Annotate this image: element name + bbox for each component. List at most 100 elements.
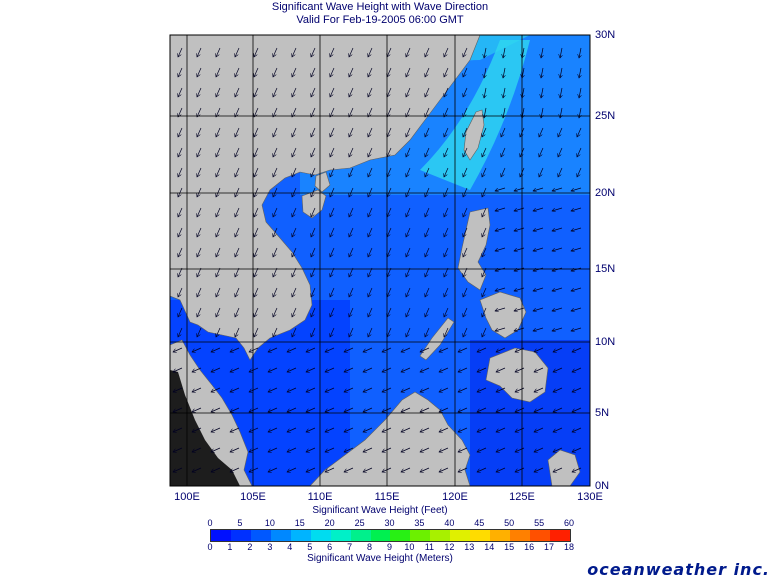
- wave-arrow: [325, 387, 335, 392]
- wave-arrow: [254, 227, 259, 237]
- wave-arrow: [401, 447, 411, 452]
- wave-arrow: [387, 287, 392, 297]
- wave-arrow: [311, 327, 316, 337]
- wave-arrow: [178, 327, 183, 337]
- wave-arrow: [495, 267, 506, 271]
- wave-arrow: [368, 287, 373, 297]
- lon-label: 105E: [240, 491, 266, 503]
- wave-arrow: [287, 427, 297, 432]
- wave-arrow: [330, 107, 335, 117]
- wave-arrow: [349, 167, 354, 177]
- wave-arrow: [254, 327, 259, 337]
- wave-arrow: [458, 387, 468, 392]
- wave-arrow: [515, 467, 525, 472]
- wave-arrow: [173, 427, 183, 432]
- wave-arrow: [254, 127, 259, 137]
- wave-arrow: [311, 167, 316, 177]
- wave-arrow: [444, 247, 449, 257]
- wave-arrow: [216, 267, 221, 277]
- wave-arrow: [463, 107, 468, 117]
- wave-arrow: [216, 287, 221, 297]
- meter-tick: 10: [404, 542, 415, 552]
- wave-arrow: [368, 107, 373, 117]
- wave-arrow: [363, 347, 373, 352]
- wave-arrow: [287, 447, 297, 452]
- wave-arrow: [503, 47, 505, 58]
- colorbar-segment: [211, 530, 231, 541]
- wave-arrow: [173, 347, 183, 352]
- wave-arrow: [534, 387, 544, 392]
- wave-arrow: [571, 247, 582, 251]
- wave-arrow: [254, 47, 259, 57]
- wave-arrow: [571, 187, 582, 191]
- wave-arrow: [406, 127, 411, 137]
- wave-arrow: [458, 367, 468, 372]
- wave-arrow: [235, 67, 240, 77]
- wave-arrow: [363, 427, 373, 432]
- wave-arrow: [495, 287, 506, 291]
- wave-arrow: [482, 147, 487, 157]
- wave-arrow: [292, 247, 297, 257]
- wave-arrow: [368, 187, 373, 197]
- wave-arrow: [349, 147, 354, 157]
- wave-arrow: [216, 107, 221, 117]
- wave-arrow: [553, 387, 563, 392]
- colorbar-segment: [450, 530, 471, 541]
- feet-tick: 25: [354, 518, 365, 528]
- wave-arrow: [368, 127, 373, 137]
- wave-arrow: [178, 207, 183, 217]
- wave-arrow: [178, 87, 183, 97]
- wave-arrow: [477, 387, 487, 392]
- colorbar-segment: [410, 530, 431, 541]
- oceanweather-logo: oceanweather inc.: [587, 560, 770, 579]
- wave-arrow: [553, 347, 563, 352]
- wave-arrow: [571, 287, 582, 291]
- wave-arrow: [349, 247, 354, 257]
- wave-arrow: [482, 167, 487, 177]
- wave-arrow: [444, 47, 449, 57]
- wave-arrow: [197, 147, 202, 157]
- wave-arrow: [268, 347, 278, 352]
- wave-arrow: [579, 87, 581, 98]
- wave-arrow: [254, 67, 259, 77]
- wave-arrow: [387, 267, 392, 277]
- wave-arrow: [311, 227, 316, 237]
- wave-arrow: [368, 207, 373, 217]
- wave-arrow: [534, 367, 544, 372]
- wave-arrow: [406, 227, 411, 237]
- wave-arrow: [425, 187, 430, 197]
- meter-tick: 18: [563, 542, 574, 552]
- wave-arrow: [463, 207, 468, 217]
- wave-arrow: [273, 127, 278, 137]
- wave-arrow: [420, 347, 430, 352]
- wave-arrow: [344, 427, 354, 432]
- wave-arrow: [425, 327, 430, 337]
- wave-arrow: [387, 127, 392, 137]
- wave-arrow: [382, 367, 392, 372]
- wave-arrow: [534, 347, 544, 352]
- lon-label: 120E: [442, 491, 468, 503]
- wave-arrow: [482, 307, 487, 317]
- wave-arrow: [482, 267, 487, 277]
- wave-arrow: [192, 367, 202, 372]
- meter-tick: 8: [367, 542, 373, 552]
- colorbar-segment: [390, 530, 411, 541]
- wave-arrow: [211, 427, 221, 432]
- wave-arrow: [249, 467, 259, 472]
- wave-arrow: [273, 167, 278, 177]
- wave-arrow: [552, 227, 563, 231]
- wave-arrow: [425, 307, 430, 317]
- land-mindanao: [485, 347, 549, 403]
- wave-arrow: [235, 227, 240, 237]
- wave-arrow: [330, 287, 335, 297]
- wave-arrow: [444, 227, 449, 237]
- wave-arrow: [273, 287, 278, 297]
- wave-arrow: [541, 67, 543, 78]
- wave-arrow: [501, 167, 506, 177]
- wave-arrow: [444, 147, 449, 157]
- land-palawan: [419, 317, 455, 361]
- wave-arrow: [463, 67, 468, 77]
- meter-tick: 5: [307, 542, 313, 552]
- wave-arrow: [273, 227, 278, 237]
- wave-arrow: [268, 387, 278, 392]
